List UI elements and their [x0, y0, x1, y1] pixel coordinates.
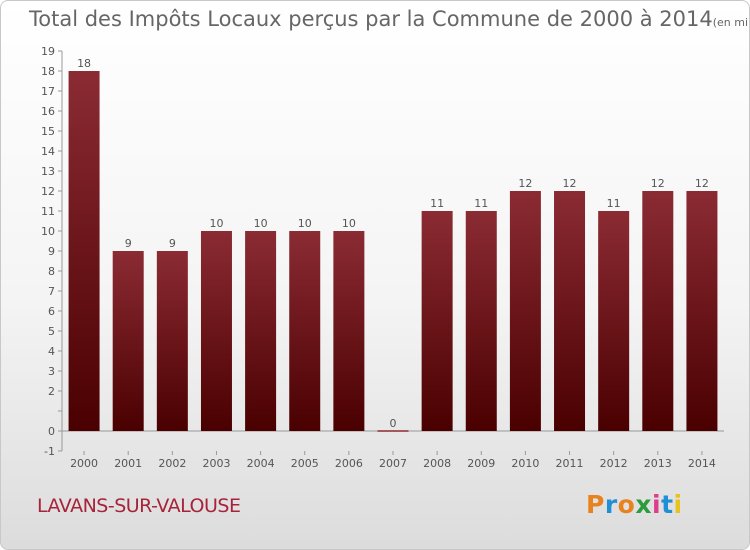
bar-2000	[68, 71, 100, 431]
x-tick-label-2010: 2010	[511, 457, 539, 470]
y-tick-label: -1	[44, 445, 55, 458]
data-label-2014: 12	[695, 177, 709, 190]
x-tick-label-2014: 2014	[688, 457, 716, 470]
y-tick-label: 15	[41, 125, 55, 138]
x-tick-label-2002: 2002	[158, 457, 186, 470]
y-tick-label: 16	[41, 105, 55, 118]
y-tick-label: 11	[41, 205, 55, 218]
bar-2001	[112, 251, 144, 431]
bar-2014	[686, 191, 718, 431]
y-tick-label: 12	[41, 185, 55, 198]
logo-letter: i	[652, 490, 662, 519]
y-tick-label: 5	[48, 325, 55, 338]
bar-2009	[465, 211, 497, 431]
bar-2008	[421, 211, 453, 431]
data-label-2005: 10	[298, 217, 312, 230]
bar-2003	[200, 231, 232, 431]
bar-2006	[333, 231, 365, 431]
data-label-2006: 10	[342, 217, 356, 230]
data-label-2001: 9	[125, 237, 132, 250]
bar-2010	[509, 191, 541, 431]
x-tick-label-2000: 2000	[70, 457, 98, 470]
bar-2002	[156, 251, 188, 431]
logo-letter: x	[635, 490, 652, 519]
commune-name: LAVANS-SUR-VALOUSE	[37, 495, 241, 517]
x-tick-label-2008: 2008	[423, 457, 451, 470]
bars: 18 9 9 10 10 10 10 0 11 11 12 12 11 12 12	[68, 57, 718, 432]
x-tick-label-2004: 2004	[247, 457, 275, 470]
logo-letter: o	[617, 490, 636, 519]
bar-2005	[289, 231, 321, 431]
logo-letter: P	[586, 490, 605, 519]
y-tick-label: 10	[41, 225, 55, 238]
y-tick-label: 2	[48, 385, 55, 398]
x-tick-label-2011: 2011	[556, 457, 584, 470]
y-axis: -1 0 2 3 4 5 6 7 8 9 10 11 12 13 14 15 16 17 18 19	[41, 45, 63, 458]
x-tick-label-2006: 2006	[335, 457, 363, 470]
y-tick-label: 13	[41, 165, 55, 178]
y-tick-label: 7	[48, 285, 55, 298]
x-tick-label-2001: 2001	[114, 457, 142, 470]
data-label-2008: 11	[430, 197, 444, 210]
x-tick-label-2007: 2007	[379, 457, 407, 470]
chart-title: Total des Impôts Locaux perçus par la Co…	[29, 7, 749, 31]
data-label-2003: 10	[209, 217, 223, 230]
data-label-2002: 9	[169, 237, 176, 250]
data-label-2011: 12	[563, 177, 577, 190]
y-tick-label: 19	[41, 45, 55, 58]
data-label-2012: 11	[607, 197, 621, 210]
bar-2013	[642, 191, 674, 431]
chart-unit: (en milliers d'€)	[712, 16, 749, 29]
logo-letter: i	[673, 490, 683, 519]
y-tick-label: 6	[48, 305, 55, 318]
proxiti-logo[interactable]: Proxiti	[586, 490, 683, 519]
x-tick-label-2012: 2012	[600, 457, 628, 470]
y-tick-label: 3	[48, 365, 55, 378]
y-tick-label: 9	[48, 245, 55, 258]
data-label-2009: 11	[474, 197, 488, 210]
x-axis: 2000 2001 2002 2003 2004 2005 2006 2007 2008 2009…	[62, 430, 724, 470]
y-tick-label: 8	[48, 265, 55, 278]
x-tick-label-2009: 2009	[467, 457, 495, 470]
y-tick-label: 14	[41, 145, 55, 158]
y-tick-label: 4	[48, 345, 55, 358]
bar-2004	[245, 231, 277, 431]
x-tick-label-2013: 2013	[644, 457, 672, 470]
logo-letter: r	[604, 490, 618, 519]
y-tick-label: 18	[41, 65, 55, 78]
x-tick-label-2005: 2005	[291, 457, 319, 470]
bar-2012	[598, 211, 630, 431]
y-tick-label: 17	[41, 85, 55, 98]
chart-title-text: Total des Impôts Locaux perçus par la Co…	[29, 7, 713, 31]
data-label-2010: 12	[518, 177, 532, 190]
data-label-2007: 0	[390, 417, 397, 430]
logo-letter: t	[661, 490, 674, 519]
data-label-2000: 18	[77, 57, 91, 70]
bar-2011	[554, 191, 586, 431]
y-tick-label: 0	[48, 425, 55, 438]
data-label-2004: 10	[254, 217, 268, 230]
x-tick-label-2003: 2003	[202, 457, 230, 470]
data-label-2013: 12	[651, 177, 665, 190]
